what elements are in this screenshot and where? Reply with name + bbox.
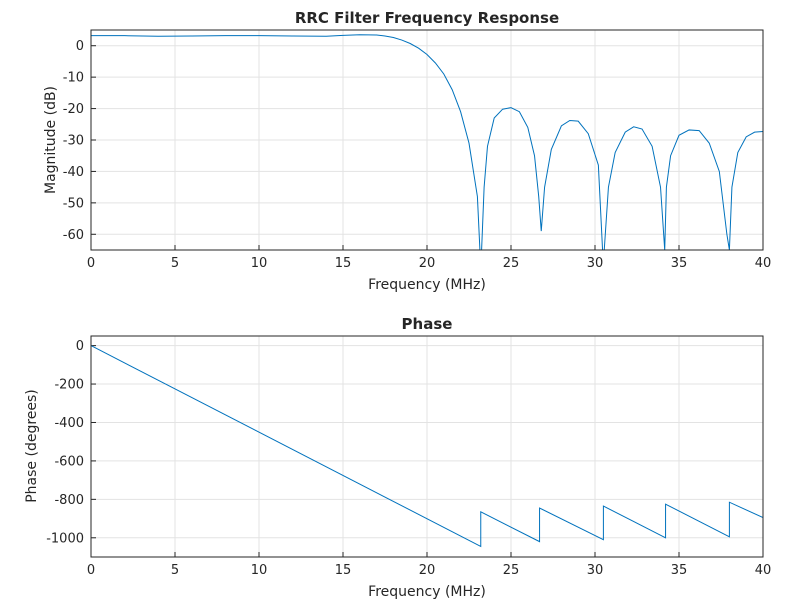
phase-ytick-label: -1000 <box>46 531 84 546</box>
magnitude-series-line <box>91 34 763 250</box>
magnitude-grid <box>90 30 764 250</box>
phase-xtick-label: 15 <box>335 563 352 578</box>
phase-xtick-label: 10 <box>251 563 268 578</box>
magnitude-xtick-label: 35 <box>671 256 688 271</box>
phase-ytick-label: -800 <box>54 493 84 508</box>
phase-xtick-label: 0 <box>87 563 95 578</box>
magnitude-ytick-label: 0 <box>76 39 84 54</box>
phase-xtick-label: 25 <box>503 563 520 578</box>
phase-ytick-label: 0 <box>76 339 84 354</box>
magnitude-xlabel: Frequency (MHz) <box>368 277 486 293</box>
phase-ytick-label: -200 <box>54 378 84 393</box>
magnitude-ytick-label: -30 <box>63 134 84 149</box>
magnitude-xtick-label: 20 <box>419 256 436 271</box>
magnitude-xtick-label: 10 <box>251 256 268 271</box>
magnitude-axes: 0 5 10 15 20 25 30 35 40 0 -10 -20 -30 -40 -50 -60 RRC … <box>43 9 771 293</box>
phase-xtick-label: 30 <box>587 563 604 578</box>
magnitude-xtick-label: 40 <box>755 256 772 271</box>
phase-xlabel: Frequency (MHz) <box>368 584 486 600</box>
phase-ticks: 0 5 10 15 20 25 30 35 40 0 -200 -400 -600 -800 -1000 <box>46 339 771 578</box>
phase-xtick-label: 20 <box>419 563 436 578</box>
magnitude-ytick-label: -50 <box>63 196 84 211</box>
magnitude-ytick-label: -40 <box>63 165 84 180</box>
magnitude-ytick-label: -10 <box>63 71 84 86</box>
magnitude-xtick-label: 15 <box>335 256 352 271</box>
magnitude-ylabel: Magnitude (dB) <box>43 86 59 194</box>
magnitude-xtick-label: 0 <box>87 256 95 271</box>
phase-series-line <box>91 345 763 548</box>
phase-axes: 0 5 10 15 20 25 30 35 40 0 -200 -400 -600 -800 -1000 P… <box>24 315 771 600</box>
phase-title: Phase <box>402 315 453 333</box>
magnitude-xtick-label: 30 <box>587 256 604 271</box>
magnitude-ytick-label: -60 <box>63 228 84 243</box>
magnitude-xtick-label: 5 <box>171 256 179 271</box>
magnitude-axes-box <box>90 29 764 251</box>
phase-axes-box <box>90 335 764 558</box>
magnitude-xtick-label: 25 <box>503 256 520 271</box>
magnitude-title: RRC Filter Frequency Response <box>295 9 559 27</box>
phase-xtick-label: 5 <box>171 563 179 578</box>
phase-ytick-label: -600 <box>54 454 84 469</box>
phase-xtick-label: 40 <box>755 563 772 578</box>
phase-ylabel: Phase (degrees) <box>24 389 40 503</box>
phase-ytick-label: -400 <box>54 416 84 431</box>
magnitude-ytick-label: -20 <box>63 102 84 117</box>
phase-xtick-label: 35 <box>671 563 688 578</box>
